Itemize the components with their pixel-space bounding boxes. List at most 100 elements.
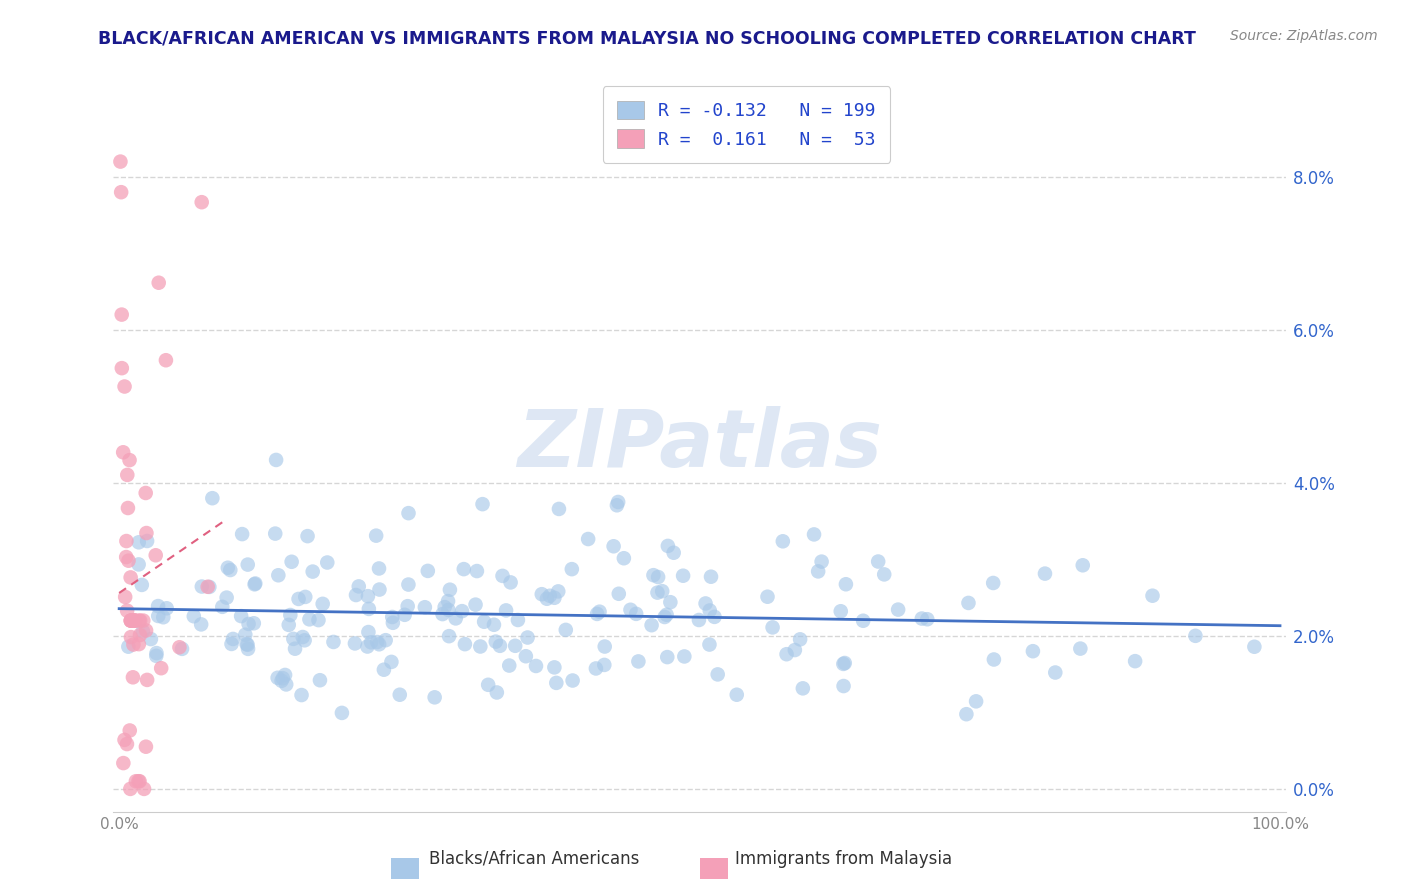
Text: ZIPatlas: ZIPatlas: [517, 406, 882, 483]
Point: [491, 569, 513, 583]
Point: [576, 532, 599, 546]
Point: [554, 623, 576, 637]
Point: [270, 673, 292, 688]
Point: [613, 551, 636, 566]
Point: [291, 630, 314, 644]
Point: [699, 638, 721, 652]
Point: [619, 603, 641, 617]
Point: [135, 739, 157, 754]
Point: [155, 353, 177, 368]
Point: [413, 600, 436, 615]
Point: [453, 562, 475, 576]
Point: [451, 604, 474, 618]
Point: [830, 604, 852, 618]
Point: [593, 640, 616, 654]
Point: [433, 600, 456, 615]
Point: [356, 640, 378, 654]
Point: [127, 774, 149, 789]
Point: [110, 185, 132, 199]
Point: [655, 607, 678, 622]
Point: [1243, 640, 1265, 654]
Point: [761, 620, 783, 634]
Point: [546, 676, 568, 690]
Point: [120, 781, 142, 796]
Point: [191, 580, 214, 594]
Text: Blacks/African Americans: Blacks/African Americans: [429, 850, 640, 868]
Point: [198, 580, 221, 594]
Point: [128, 637, 150, 651]
Point: [236, 638, 259, 652]
Point: [471, 497, 494, 511]
Point: [124, 614, 146, 628]
Point: [128, 614, 150, 628]
Point: [139, 632, 162, 646]
Point: [115, 534, 138, 549]
Point: [651, 584, 673, 599]
Point: [243, 577, 266, 591]
Point: [264, 453, 287, 467]
Point: [524, 659, 547, 673]
Point: [543, 660, 565, 674]
Point: [301, 565, 323, 579]
Point: [190, 195, 212, 210]
Point: [298, 612, 321, 626]
Point: [283, 632, 305, 646]
Point: [654, 610, 676, 624]
Text: BLACK/AFRICAN AMERICAN VS IMMIGRANTS FROM MALAYSIA NO SCHOOLING COMPLETED CORREL: BLACK/AFRICAN AMERICAN VS IMMIGRANTS FRO…: [98, 29, 1197, 47]
Point: [657, 650, 679, 665]
Point: [243, 616, 266, 631]
Point: [316, 556, 339, 570]
Point: [294, 633, 316, 648]
Point: [132, 614, 155, 628]
Point: [868, 555, 890, 569]
Point: [1033, 566, 1056, 581]
Point: [183, 609, 205, 624]
Point: [640, 618, 662, 632]
Point: [150, 661, 173, 675]
Text: Immigrants from Malaysia: Immigrants from Malaysia: [735, 850, 952, 868]
Point: [135, 624, 157, 638]
Point: [873, 567, 896, 582]
Point: [585, 661, 607, 675]
Point: [647, 570, 669, 584]
Point: [120, 570, 142, 584]
Point: [190, 617, 212, 632]
Point: [347, 579, 370, 593]
Point: [112, 756, 135, 770]
Point: [357, 602, 380, 616]
Point: [1045, 665, 1067, 680]
Point: [215, 591, 238, 605]
Point: [647, 585, 669, 599]
Point: [607, 587, 630, 601]
Point: [271, 671, 294, 685]
Point: [547, 584, 569, 599]
Point: [131, 578, 153, 592]
Point: [122, 638, 145, 652]
Point: [627, 654, 650, 668]
Point: [725, 688, 748, 702]
Point: [536, 591, 558, 606]
Point: [114, 590, 136, 604]
Point: [129, 628, 152, 642]
Point: [170, 641, 193, 656]
Point: [657, 539, 679, 553]
Point: [792, 681, 814, 696]
Point: [276, 677, 298, 691]
Point: [117, 501, 139, 516]
Point: [146, 599, 169, 613]
Point: [832, 679, 855, 693]
Point: [290, 688, 312, 702]
Point: [775, 647, 797, 661]
Point: [117, 640, 139, 654]
Point: [129, 614, 152, 628]
Point: [538, 589, 561, 603]
Point: [217, 560, 239, 574]
Point: [360, 635, 382, 649]
Point: [852, 614, 875, 628]
Point: [706, 667, 728, 681]
Point: [464, 598, 486, 612]
Point: [114, 732, 136, 747]
Point: [238, 616, 260, 631]
Point: [388, 688, 411, 702]
Point: [373, 663, 395, 677]
